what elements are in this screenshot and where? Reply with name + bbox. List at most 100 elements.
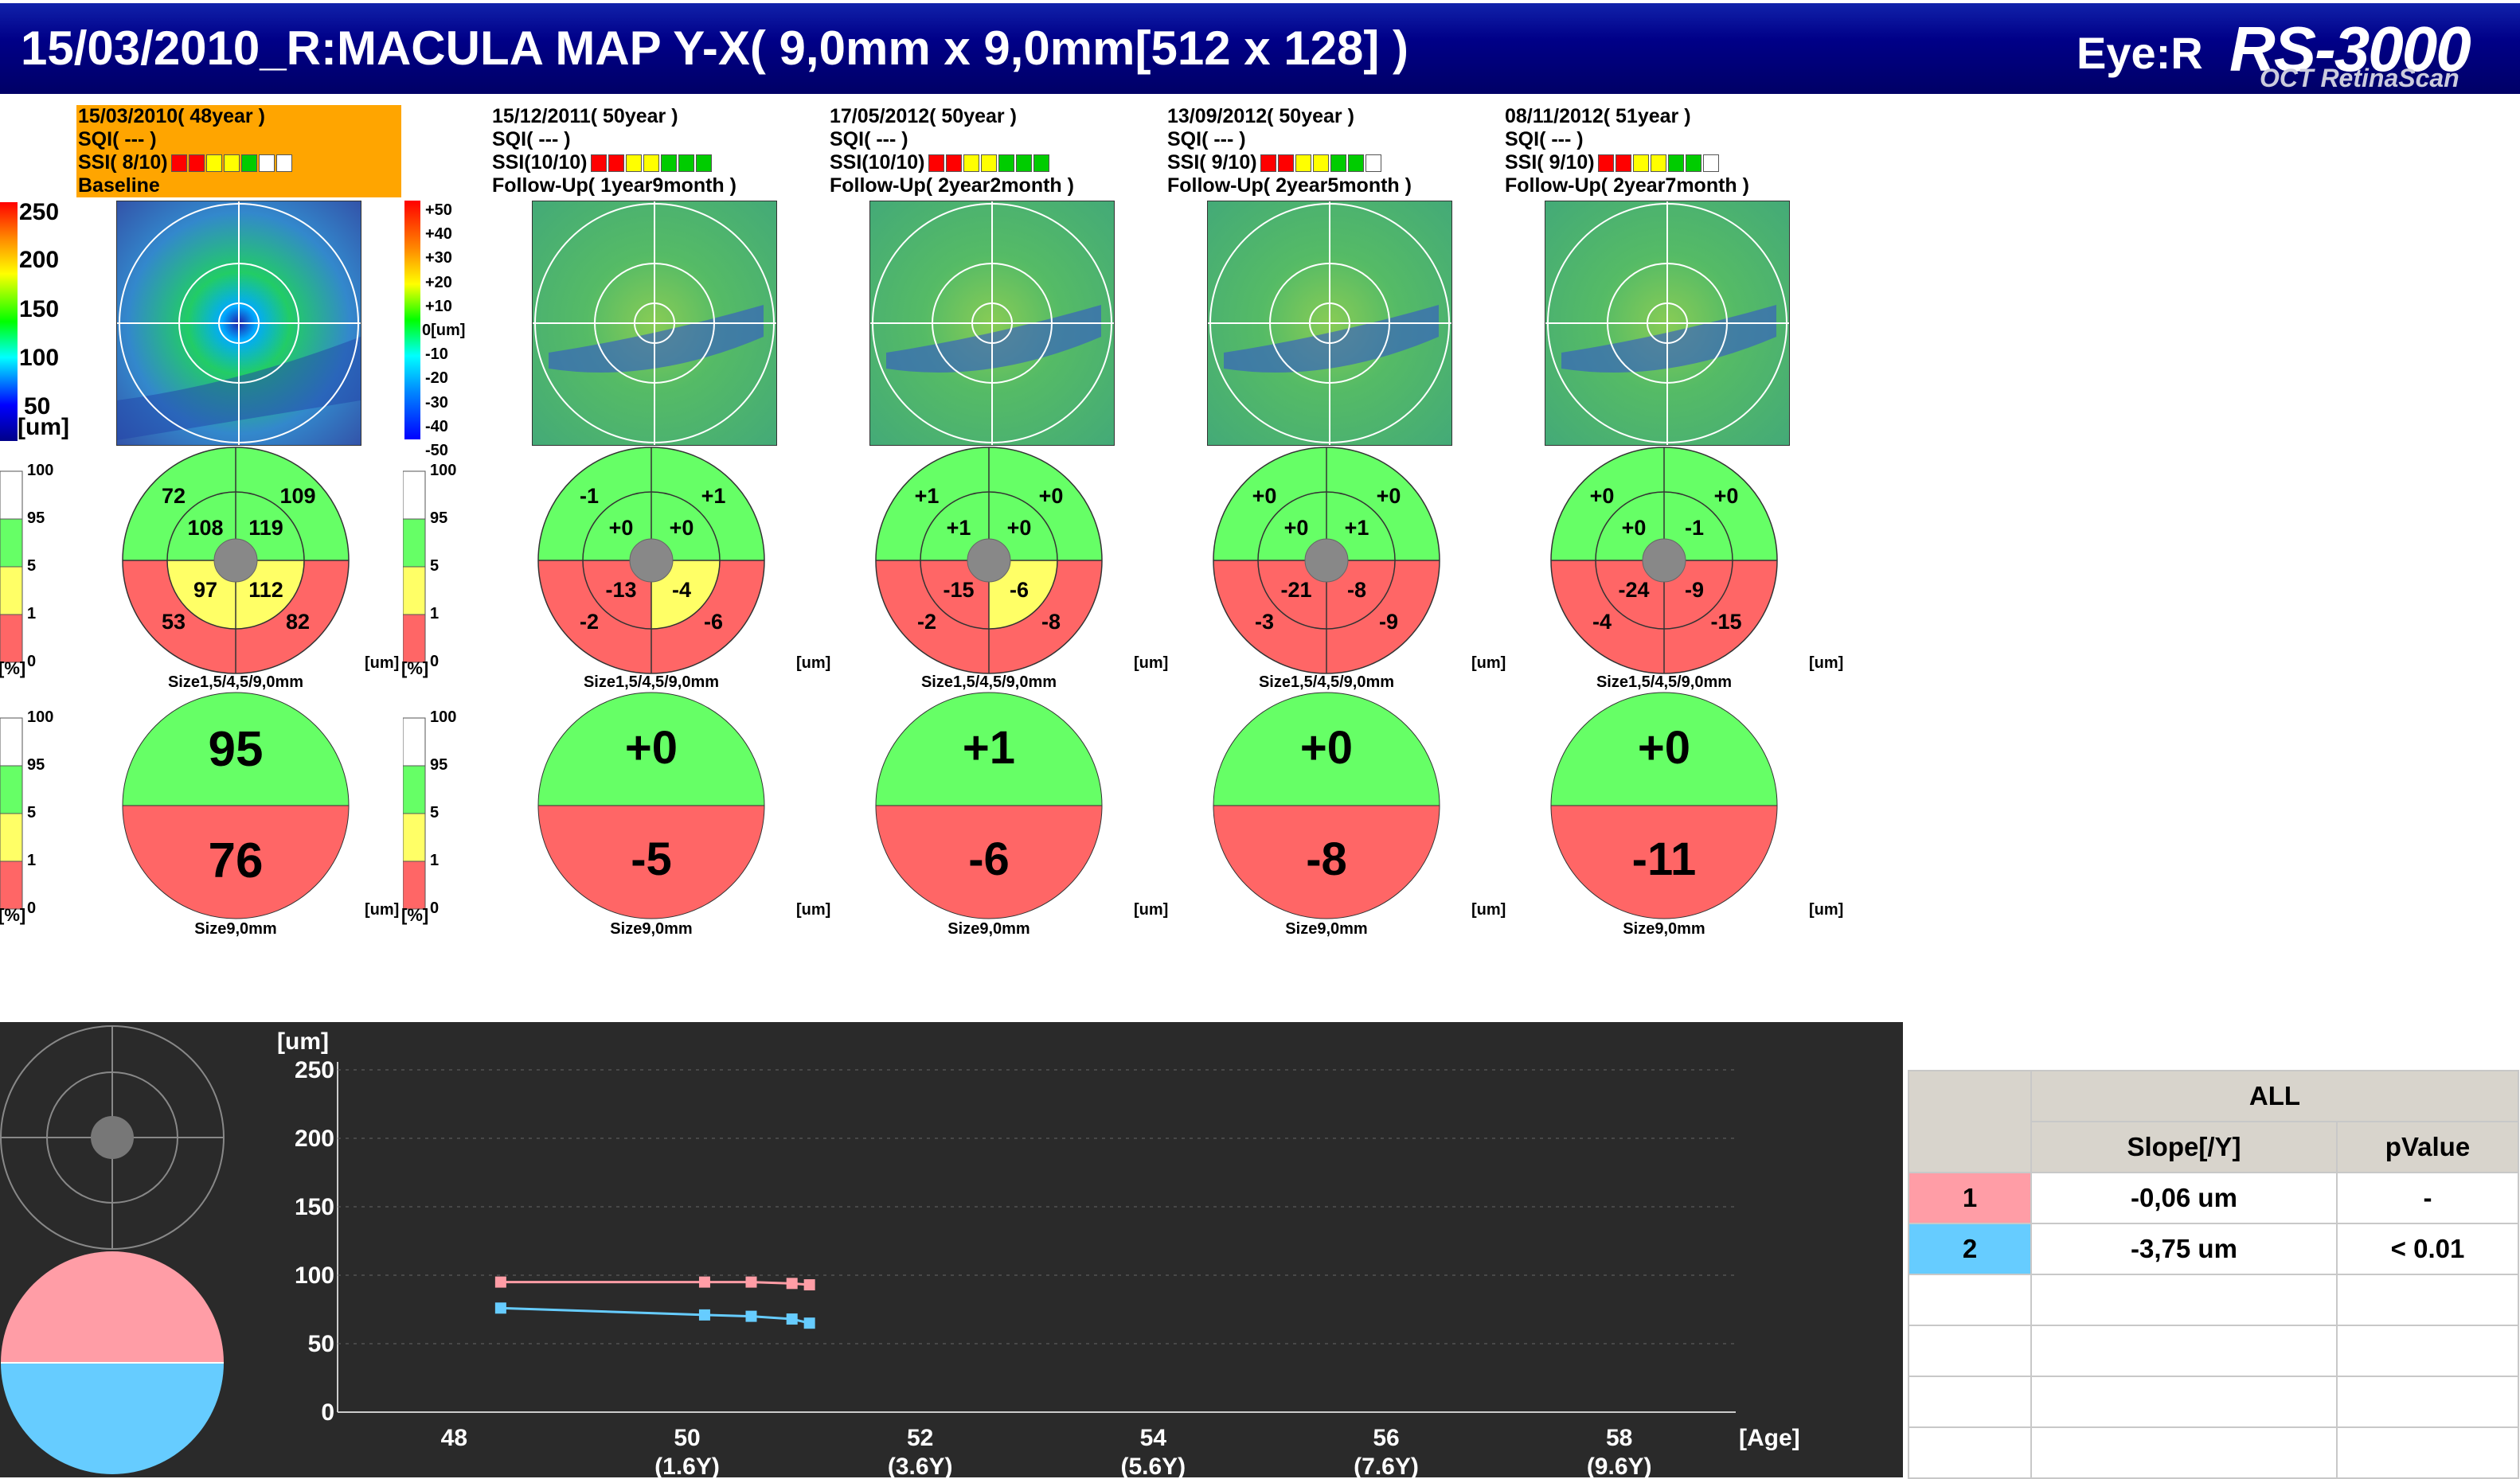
x-tick-sublabel: (7.6Y) xyxy=(1354,1454,1419,1477)
lower-half-value: 76 xyxy=(208,833,264,888)
exam-label: Follow-Up( 2year5month ) xyxy=(1167,174,1412,197)
size-label: Size1,5/4,5/9,0mm xyxy=(1596,673,1733,691)
table-row: 1 -0,06 um - xyxy=(1908,1172,2519,1224)
percentile-scale xyxy=(0,717,23,910)
percentile-unit: [%] xyxy=(0,658,26,678)
hemisphere-thickness-chart xyxy=(122,692,350,919)
difference-tick: +20 xyxy=(425,273,452,291)
difference-tick: +30 xyxy=(425,249,452,267)
sector-value: 119 xyxy=(248,516,283,540)
percentile-tick: 0 xyxy=(430,653,440,670)
hemisphere-thickness-chart xyxy=(1550,692,1778,919)
data-point xyxy=(698,1309,710,1321)
device-logo: RS-3000 xyxy=(2229,14,2471,84)
difference-tick: +50 xyxy=(425,201,452,219)
ssi-value: SSI(10/10) xyxy=(492,151,588,174)
size-label: Size1,5/4,5/9,0mm xyxy=(167,673,304,691)
hemisphere-thickness-chart xyxy=(537,692,765,919)
data-point xyxy=(698,1276,710,1288)
ssi-bar xyxy=(1260,154,1381,173)
sector-value: +0 xyxy=(1589,484,1615,508)
size-label: Size9,0mm xyxy=(1623,920,1705,938)
difference-tick: -40 xyxy=(425,417,448,435)
ssi-value: SSI(10/10) xyxy=(830,151,925,174)
hemisphere-thickness-chart xyxy=(875,692,1103,919)
sector-value: 82 xyxy=(285,610,311,634)
sector-value: -3 xyxy=(1254,610,1274,634)
data-point xyxy=(745,1310,757,1322)
sector-value: +1 xyxy=(946,516,971,540)
data-point xyxy=(745,1276,757,1288)
sector-value: +0 xyxy=(669,516,694,540)
sector-value: 97 xyxy=(193,578,218,602)
x-tick-label: 48 xyxy=(441,1425,467,1451)
y-tick-label: 200 xyxy=(295,1126,334,1152)
y-tick-label: 50 xyxy=(308,1331,334,1357)
x-tick-label: 50 xyxy=(674,1425,700,1451)
y-axis-label: [um] xyxy=(277,1028,329,1055)
sector-value: +1 xyxy=(914,484,940,508)
report-title: 15/03/2010_R:MACULA MAP Y-X( 9,0mm x 9,0… xyxy=(21,21,1409,75)
exam-header: 08/11/2012( 51year ) SQI( --- ) SSI( 9/10)… xyxy=(1505,105,1749,197)
data-point xyxy=(803,1279,815,1291)
lower-half-value: -6 xyxy=(968,833,1010,885)
percentile-tick: 5 xyxy=(27,804,37,821)
sector-value: -8 xyxy=(1041,610,1061,634)
thickness-map-image xyxy=(869,201,1115,446)
unit-label: [um] xyxy=(1809,654,1844,672)
size-label: Size9,0mm xyxy=(947,920,1030,938)
row-id: 2 xyxy=(1908,1223,2032,1275)
percentile-tick: 100 xyxy=(27,462,54,479)
device-logo-subtitle: OCT RetinaScan xyxy=(2260,64,2459,92)
y-tick-label: 150 xyxy=(295,1194,334,1220)
exam-date: 17/05/2012( 50year ) xyxy=(830,105,1017,127)
ssi-value: SSI( 9/10) xyxy=(1505,151,1595,174)
sector-value: 112 xyxy=(248,578,283,602)
difference-tick: +10 xyxy=(425,297,452,315)
row-id: 1 xyxy=(1908,1172,2032,1224)
exam-label: Follow-Up( 2year7month ) xyxy=(1505,174,1749,197)
sector-value: -6 xyxy=(703,610,723,634)
percentile-tick: 1 xyxy=(430,605,440,622)
exam-label: Follow-Up( 2year2month ) xyxy=(830,174,1074,197)
sector-value: -6 xyxy=(1009,578,1029,602)
y-tick-label: 100 xyxy=(295,1262,334,1289)
sector-value: +0 xyxy=(1376,484,1401,508)
data-point xyxy=(786,1313,798,1325)
percentile-tick: 1 xyxy=(27,852,37,869)
sector-value: +0 xyxy=(1252,484,1277,508)
percentile-unit: [%] xyxy=(0,905,26,925)
title-bar: 15/03/2010_R:MACULA MAP Y-X( 9,0mm x 9,0… xyxy=(0,0,2520,94)
sector-value: +0 xyxy=(608,516,634,540)
percentile-tick: 5 xyxy=(430,557,440,575)
exam-label: Follow-Up( 1year9month ) xyxy=(492,174,736,197)
thickness-tick: 150 xyxy=(19,296,60,322)
sector-value: -4 xyxy=(1592,610,1612,634)
sector-value: -21 xyxy=(1280,578,1312,602)
difference-color-scale xyxy=(404,201,420,439)
ssi-bar xyxy=(170,154,292,173)
trend-panel: 250 200 150 100 50 0 [um] 48 50 (1.6Y) 52 (3.6Y) 54 (… xyxy=(0,1022,1903,1477)
thickness-unit: [um] xyxy=(18,414,69,440)
sector-value: +0 xyxy=(1006,516,1032,540)
lower-half-value: -11 xyxy=(1631,833,1697,885)
unit-label: [um] xyxy=(365,901,400,919)
data-point xyxy=(786,1278,798,1290)
percentile-tick: 95 xyxy=(430,509,448,527)
sector-thickness-chart xyxy=(122,447,350,674)
data-point xyxy=(494,1302,506,1314)
upper-half-value: +1 xyxy=(962,722,1016,774)
sector-value: +1 xyxy=(1344,516,1369,540)
difference-tick: -10 xyxy=(425,345,448,364)
thickness-tick: 50 xyxy=(24,393,51,420)
thickness-map-image xyxy=(1545,201,1790,446)
exam-date: 15/03/2010( 48year ) xyxy=(78,105,265,127)
unit-label: [um] xyxy=(796,654,831,672)
thickness-color-scale xyxy=(0,202,18,441)
unit-label: [um] xyxy=(1134,654,1169,672)
x-tick-sublabel: (5.6Y) xyxy=(1120,1454,1186,1477)
sector-value: +0 xyxy=(1038,484,1064,508)
ssi-bar xyxy=(928,154,1049,173)
difference-tick: -30 xyxy=(425,393,448,412)
sector-value: +0 xyxy=(1621,516,1647,540)
